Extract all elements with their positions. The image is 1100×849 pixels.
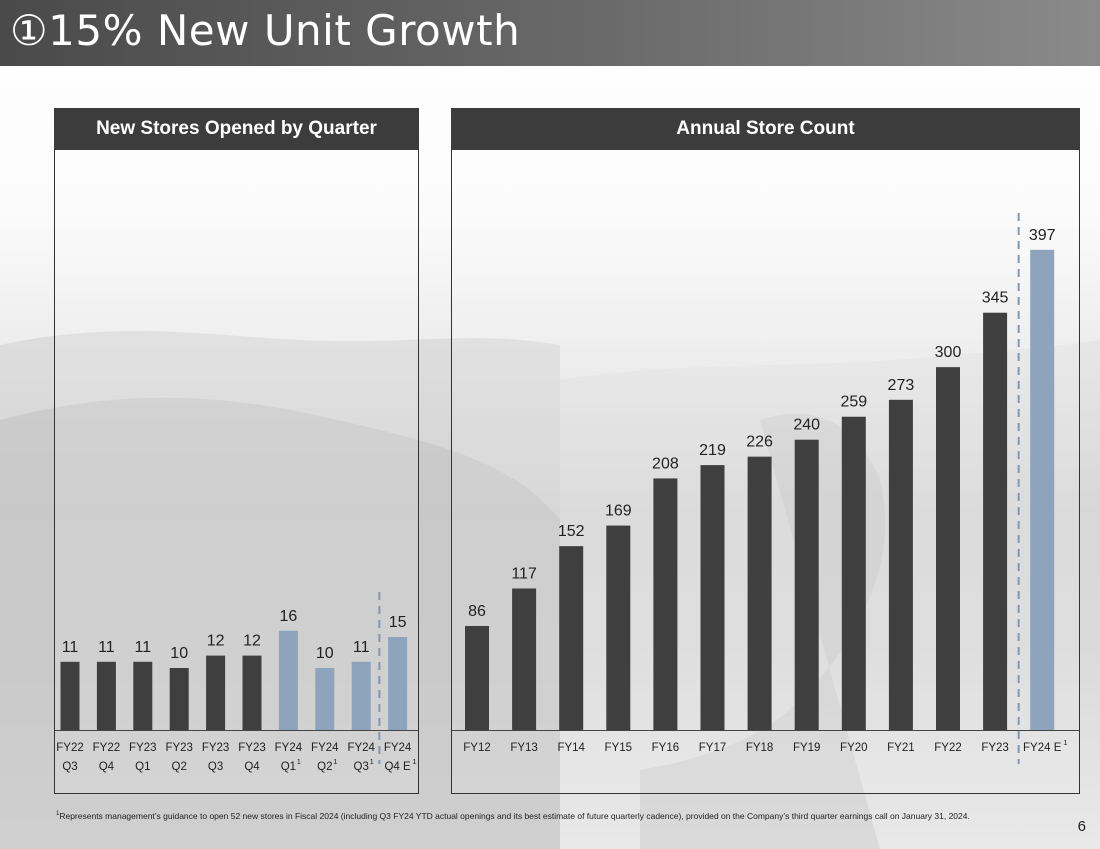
quarterly-tick-label: FY24: [384, 742, 412, 754]
page-title: ①15% New Unit Growth: [10, 6, 520, 55]
annual-bar: [559, 546, 584, 730]
annual-bar: [888, 399, 913, 730]
title-text: 15% New Unit Growth: [48, 6, 521, 55]
footnote-marker: 1: [56, 811, 60, 818]
annual-tick-label: FY20: [840, 742, 868, 754]
annual-tick-label: FY24 E: [1023, 742, 1062, 754]
annual-tick-label: FY15: [605, 742, 633, 754]
annual-tick-label: FY14: [557, 742, 585, 754]
annual-value-label: 169: [605, 503, 632, 520]
annual-tick-label: FY12: [463, 742, 491, 754]
quarterly-bar: [60, 661, 80, 730]
footnote: 1Represents management’s guidance to ope…: [56, 811, 1056, 822]
quarterly-tick-footnote-marker: 1: [370, 757, 374, 766]
quarterly-bar: [351, 661, 371, 730]
annual-tick-label: FY17: [699, 742, 727, 754]
quarterly-tick-label: FY22: [93, 742, 121, 754]
quarterly-bar: [388, 637, 408, 730]
annual-value-label: 152: [558, 523, 585, 540]
annual-bar: [465, 625, 489, 730]
annual-value-label: 300: [935, 344, 962, 361]
annual-tick-label: FY13: [510, 742, 538, 754]
quarterly-value-label: 15: [389, 614, 407, 631]
quarterly-bar: [242, 655, 262, 730]
quarterly-tick-label: Q3: [62, 761, 77, 773]
quarterly-tick-label: FY23: [165, 742, 193, 754]
quarterly-value-label: 11: [353, 639, 370, 656]
quarterly-tick-label: FY23: [202, 742, 230, 754]
quarterly-bar: [206, 655, 226, 730]
annual-tick-label: FY21: [887, 742, 915, 754]
quarterly-tick-footnote-marker: 1: [297, 757, 301, 766]
annual-bar: [700, 465, 725, 730]
annual-tick-label: FY22: [934, 742, 962, 754]
quarterly-bar: [133, 661, 153, 730]
annual-bar: [983, 312, 1008, 730]
quarterly-value-label: 10: [170, 645, 188, 662]
annual-bar: [653, 478, 678, 730]
annual-value-label: 86: [468, 603, 486, 620]
quarterly-bar: [169, 668, 189, 730]
quarterly-value-label: 16: [280, 608, 298, 625]
annual-bar: [606, 525, 631, 730]
footnote-text: Represents management’s guidance to open…: [59, 811, 970, 821]
quarterly-tick-label: Q4: [244, 761, 260, 773]
quarterly-tick-label: Q3: [354, 761, 369, 773]
quarterly-tick-label: Q4 E: [384, 761, 411, 773]
annual-value-label: 273: [888, 377, 915, 394]
annual-chart-title: Annual Store Count: [451, 108, 1080, 150]
annual-tick-label: FY23: [981, 742, 1009, 754]
annual-value-label: 397: [1029, 227, 1056, 244]
quarterly-tick-label: FY22: [56, 742, 84, 754]
quarterly-tick-label: FY24: [311, 742, 339, 754]
annual-tick-label: FY19: [793, 742, 821, 754]
title-bar: ①15% New Unit Growth: [0, 0, 1100, 66]
quarterly-chart-title: New Stores Opened by Quarter: [54, 108, 419, 150]
quarterly-tick-label: Q1: [135, 761, 150, 773]
quarterly-tick-footnote-marker: 1: [333, 757, 337, 766]
annual-bar: [512, 588, 537, 730]
quarterly-value-label: 12: [243, 633, 261, 650]
quarterly-tick-label: Q2: [172, 761, 187, 773]
annual-bar: [794, 439, 819, 730]
page-number: 6: [1077, 818, 1086, 835]
annual-value-label: 219: [699, 442, 726, 459]
quarterly-tick-label: FY23: [238, 742, 266, 754]
annual-value-label: 345: [982, 290, 1009, 307]
quarterly-bar: [278, 630, 298, 730]
annual-tick-label: FY16: [652, 742, 680, 754]
quarterly-tick-label: FY23: [129, 742, 157, 754]
annual-bar: [936, 367, 960, 730]
quarterly-tick-label: Q4: [99, 761, 115, 773]
quarterly-value-label: 12: [207, 633, 225, 650]
quarterly-tick-label: Q3: [208, 761, 223, 773]
quarterly-bar: [96, 661, 116, 730]
annual-value-label: 208: [652, 455, 679, 472]
quarterly-bar: [315, 668, 335, 730]
quarterly-value-label: 10: [316, 645, 334, 662]
quarterly-tick-label: Q1: [281, 761, 296, 773]
annual-bar: [747, 456, 772, 730]
quarterly-tick-footnote-marker: 1: [412, 757, 416, 766]
quarterly-value-label: 11: [62, 639, 79, 656]
annual-bar: [1030, 249, 1055, 731]
annual-tick-footnote-marker: 1: [1063, 738, 1067, 747]
annual-value-label: 117: [511, 565, 537, 582]
quarterly-value-label: 11: [98, 639, 115, 656]
annual-tick-label: FY18: [746, 742, 774, 754]
quarterly-value-label: 11: [134, 639, 151, 656]
annual-bar: [841, 416, 866, 730]
annual-value-label: 259: [840, 394, 867, 411]
annual-value-label: 240: [793, 417, 820, 434]
quarterly-tick-label: FY24: [275, 742, 303, 754]
title-marker: ①: [10, 6, 49, 55]
quarterly-tick-label: Q2: [317, 761, 332, 773]
quarterly-tick-label: FY24: [347, 742, 375, 754]
annual-value-label: 226: [746, 434, 773, 451]
